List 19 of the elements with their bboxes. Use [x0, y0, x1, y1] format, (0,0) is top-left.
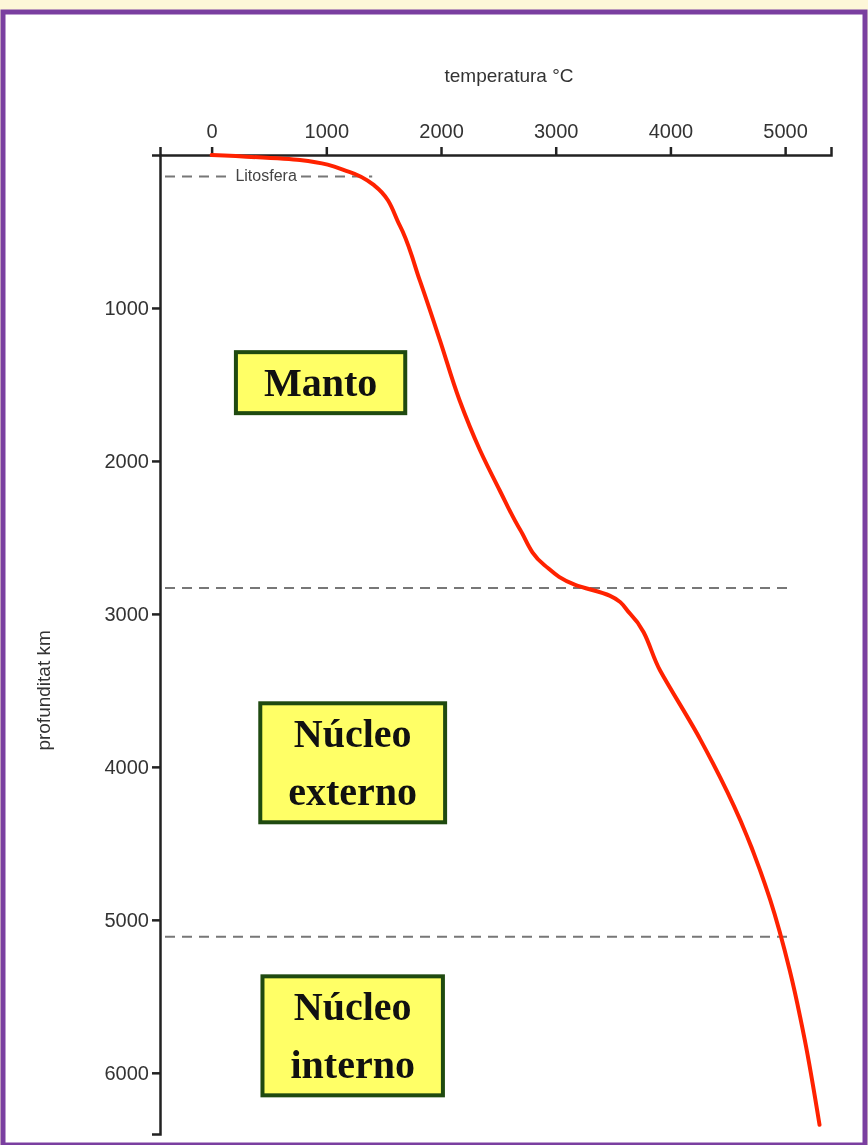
x-tick-label: 2000	[419, 120, 464, 142]
annotation: Núcleo interno	[290, 984, 415, 1088]
annotation: Núcleo externo	[288, 711, 418, 815]
annotation: Manto	[263, 360, 378, 406]
y-tick-label: 4000	[104, 755, 149, 778]
x-tick-label: 5000	[763, 120, 808, 142]
y-axis-title: profunditat km	[33, 630, 54, 751]
x-tick-label: 4000	[648, 120, 694, 142]
y-tick-label: 1000	[104, 296, 149, 319]
y-tick-label: 3000	[104, 602, 149, 625]
y-tick-label: 5000	[104, 908, 149, 931]
x-tick-label: 1000	[304, 120, 350, 142]
x-axis-title: temperatura °C	[444, 65, 574, 86]
line-series	[209, 153, 822, 1127]
y-tick-label: 6000	[104, 1061, 149, 1084]
x-tick-label: 0	[206, 120, 218, 142]
ref-line-label: Litosfera	[235, 167, 297, 185]
y-tick-label: 2000	[104, 449, 149, 472]
x-tick-label: 3000	[533, 120, 579, 142]
